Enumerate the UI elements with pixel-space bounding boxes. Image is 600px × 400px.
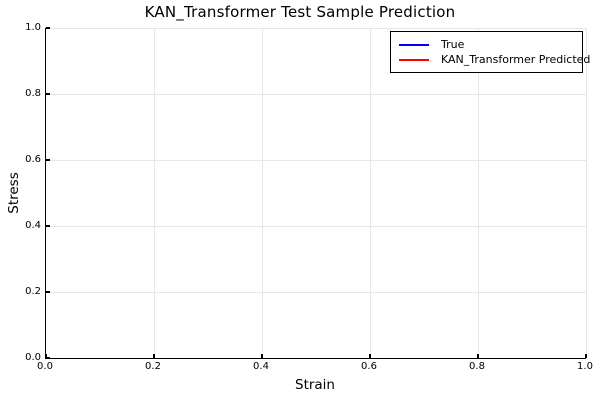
x-tick-label: 0.0 <box>37 361 53 372</box>
x-gridline <box>477 28 479 358</box>
y-tick-label: 0.6 <box>25 154 41 165</box>
y-gridline <box>46 27 586 29</box>
y-tick-mark <box>46 159 50 161</box>
y-tick-mark <box>46 357 50 359</box>
y-axis-label: Stress <box>6 172 22 214</box>
legend-line-sample <box>399 43 429 46</box>
x-tick-mark <box>585 354 587 358</box>
x-axis-label: Strain <box>295 377 335 393</box>
y-tick-label: 0.8 <box>25 88 41 99</box>
x-tick-mark <box>153 354 155 358</box>
x-tick-mark <box>261 354 263 358</box>
x-tick-mark <box>45 354 47 358</box>
x-tick-label: 1.0 <box>577 361 593 372</box>
x-gridline <box>585 28 587 358</box>
x-tick-label: 0.4 <box>253 361 269 372</box>
y-gridline <box>46 159 586 161</box>
x-tick-mark <box>477 354 479 358</box>
legend-label: True <box>441 38 465 51</box>
legend: True KAN_Transformer Predicted <box>390 31 590 73</box>
x-gridline <box>261 28 263 358</box>
x-tick-label: 0.8 <box>469 361 485 372</box>
chart-title: KAN_Transformer Test Sample Prediction <box>144 3 456 21</box>
y-tick-label: 0.2 <box>25 286 41 297</box>
legend-entry: True <box>399 37 575 52</box>
plot-area <box>45 27 587 359</box>
x-tick-mark <box>369 354 371 358</box>
legend-line-sample <box>399 58 429 61</box>
x-tick-label: 0.6 <box>361 361 377 372</box>
y-tick-label: 0.4 <box>25 220 41 231</box>
legend-entry: KAN_Transformer Predicted <box>399 52 590 67</box>
y-tick-label: 1.0 <box>25 22 41 33</box>
y-gridline <box>46 291 586 293</box>
y-tick-mark <box>46 291 50 293</box>
x-gridline <box>153 28 155 358</box>
x-gridline <box>369 28 371 358</box>
y-tick-label: 0.0 <box>25 352 41 363</box>
y-tick-mark <box>46 27 50 29</box>
y-tick-mark <box>46 93 50 95</box>
y-tick-mark <box>46 225 50 227</box>
x-tick-label: 0.2 <box>145 361 161 372</box>
legend-label: KAN_Transformer Predicted <box>441 53 591 66</box>
y-gridline <box>46 93 586 95</box>
y-gridline <box>46 225 586 227</box>
